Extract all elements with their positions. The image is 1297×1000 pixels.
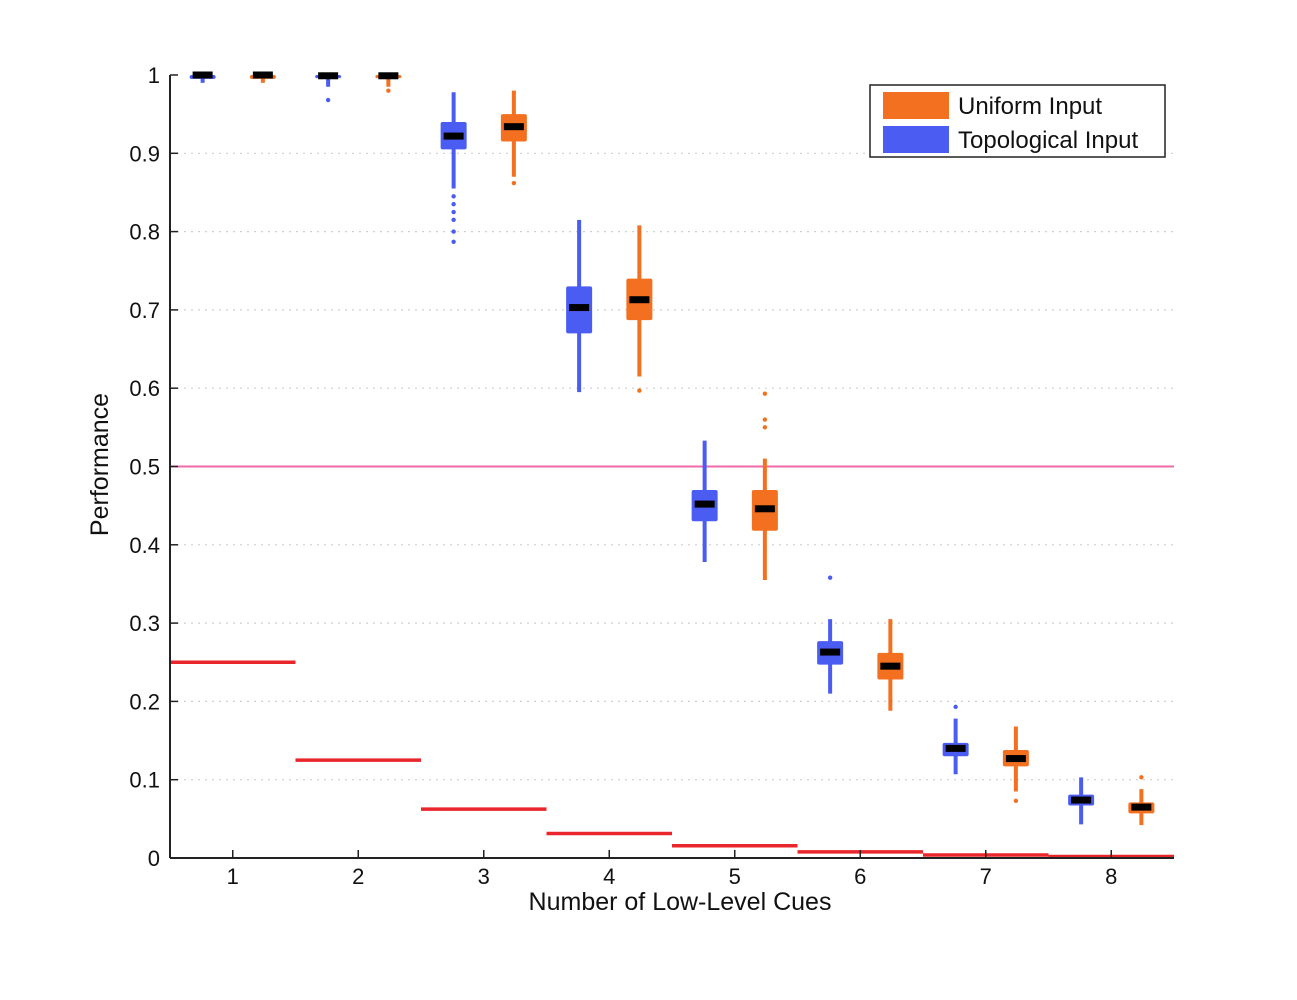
x-tick-label: 3 xyxy=(478,864,490,889)
legend-swatch xyxy=(883,126,949,153)
median-marker xyxy=(945,744,966,752)
x-tick-label: 1 xyxy=(227,864,239,889)
outlier-point xyxy=(827,575,833,580)
box-uniform-input xyxy=(626,225,653,393)
median-marker xyxy=(1131,803,1152,811)
median-marker xyxy=(694,500,715,508)
median-marker xyxy=(192,71,213,79)
outlier-point xyxy=(325,97,331,103)
median-marker xyxy=(569,304,590,312)
boxes-layer xyxy=(189,71,1155,826)
median-marker xyxy=(443,132,464,140)
x-tick-label: 5 xyxy=(729,864,741,889)
outlier-point xyxy=(451,209,456,215)
median-marker xyxy=(754,505,775,513)
box-uniform-input xyxy=(1128,775,1155,826)
median-marker xyxy=(880,662,901,670)
box-topological-input xyxy=(691,440,718,563)
x-tick-label: 2 xyxy=(352,864,364,889)
y-tick-label: 0 xyxy=(148,846,160,871)
y-axis-label: Performance xyxy=(86,393,114,536)
legend-label: Topological Input xyxy=(958,127,1138,154)
y-tick-label: 0.8 xyxy=(129,220,160,245)
outlier-point xyxy=(762,425,768,430)
box-topological-input xyxy=(315,72,342,103)
box-topological-input xyxy=(1068,777,1095,825)
outlier-point xyxy=(1013,798,1019,804)
legend-label: Uniform Input xyxy=(958,93,1102,120)
axes xyxy=(169,74,1174,859)
y-tick-label: 0.9 xyxy=(129,141,160,166)
legend: Uniform Input Topological Input xyxy=(869,84,1166,158)
outlier-point xyxy=(953,704,958,710)
legend-swatch xyxy=(883,92,949,119)
outlier-point xyxy=(451,194,456,199)
median-marker xyxy=(252,71,273,79)
y-tick-label: 1 xyxy=(148,63,160,88)
box-topological-input xyxy=(942,704,969,775)
outlier-point xyxy=(762,391,768,396)
y-tick-label: 0.2 xyxy=(129,689,160,714)
median-marker xyxy=(820,648,841,656)
outlier-point xyxy=(451,217,456,223)
x-tick-label: 4 xyxy=(603,864,615,889)
box-uniform-input xyxy=(751,391,778,581)
outlier-point xyxy=(451,229,456,234)
box-uniform-input xyxy=(375,72,402,93)
y-tick-labels: 0 0.1 0.2 0.3 0.4 0.5 0.6 0.7 0.8 0.9 1 xyxy=(129,63,160,871)
outlier-point xyxy=(386,88,391,93)
y-tick-label: 0.7 xyxy=(129,298,160,323)
box-topological-input xyxy=(189,71,216,83)
box-uniform-input xyxy=(1002,726,1029,804)
median-marker xyxy=(378,72,399,80)
outlier-point xyxy=(762,417,768,422)
x-axis-label: Number of Low-Level Cues xyxy=(529,888,832,916)
y-tick-label: 0.6 xyxy=(129,376,160,401)
y-tick-label: 0.5 xyxy=(129,455,160,480)
outlier-point xyxy=(637,388,642,393)
median-marker xyxy=(629,296,650,304)
box-topological-input xyxy=(566,219,593,393)
median-marker xyxy=(1071,796,1092,804)
box-topological-input xyxy=(817,575,844,694)
y-tick-label: 0.3 xyxy=(129,611,160,636)
outlier-point xyxy=(451,201,456,207)
median-marker xyxy=(1005,755,1026,763)
x-tick-label: 6 xyxy=(854,864,866,889)
median-marker xyxy=(503,123,524,131)
y-tick-label: 0.1 xyxy=(129,768,160,793)
box-uniform-input xyxy=(500,90,527,186)
x-tick-label: 8 xyxy=(1105,864,1117,889)
box-uniform-input xyxy=(249,71,276,83)
outlier-point xyxy=(511,180,517,186)
outlier-point xyxy=(1139,775,1144,780)
y-tick-label: 0.4 xyxy=(129,533,160,558)
outlier-point xyxy=(451,239,456,244)
x-tick-label: 7 xyxy=(980,864,992,889)
box-uniform-input xyxy=(877,619,904,711)
x-tick-labels: 1 2 3 4 5 6 7 8 xyxy=(227,864,1118,889)
median-marker xyxy=(318,72,339,80)
box-topological-input xyxy=(440,92,467,244)
